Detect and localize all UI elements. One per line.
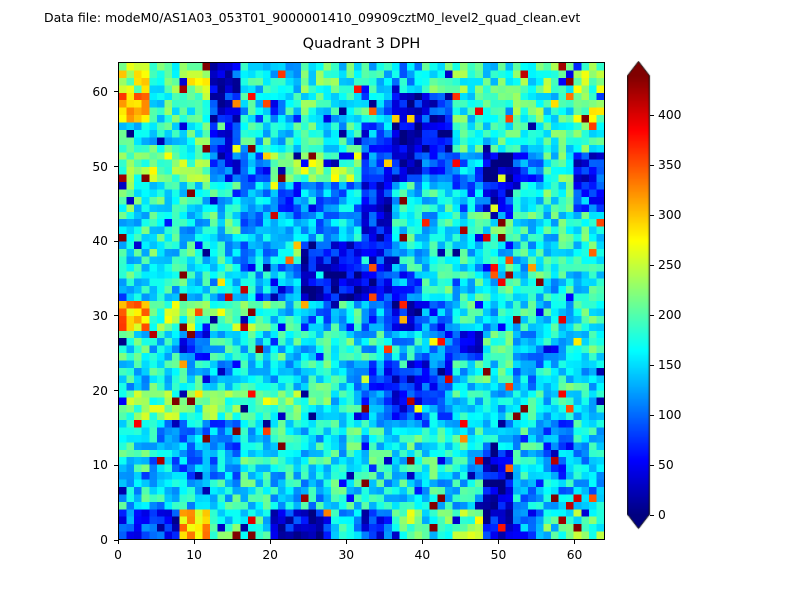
y-axis-tick bbox=[114, 539, 118, 541]
y-axis-tick bbox=[114, 464, 118, 466]
y-axis-tick-label: 50 bbox=[92, 159, 108, 174]
x-axis-tick bbox=[574, 540, 576, 544]
x-axis-tick-label: 20 bbox=[262, 548, 279, 562]
x-axis-tick bbox=[497, 540, 499, 544]
y-axis-tick bbox=[114, 166, 118, 168]
x-axis-tick bbox=[421, 540, 423, 544]
colorbar-tick bbox=[650, 364, 654, 366]
colorbar-tick-label: 350 bbox=[658, 158, 682, 172]
colorbar-tick-label: 150 bbox=[658, 358, 682, 372]
x-axis-tick-label: 40 bbox=[414, 548, 431, 562]
y-axis-tick-label: 10 bbox=[92, 458, 108, 473]
colorbar-tick-label: 250 bbox=[658, 258, 682, 272]
x-axis-tick bbox=[117, 540, 119, 544]
y-axis-tick-label: 60 bbox=[92, 84, 108, 99]
colorbar-tick-label: 50 bbox=[658, 458, 674, 472]
colorbar bbox=[627, 61, 651, 530]
colorbar-tick bbox=[650, 164, 654, 166]
x-axis-tick-label: 10 bbox=[186, 548, 202, 562]
data-file-label: Data file: modeM0/AS1A03_053T01_90000014… bbox=[44, 10, 581, 25]
y-axis-tick bbox=[114, 390, 118, 392]
x-axis-tick bbox=[269, 540, 271, 544]
plot-frame bbox=[118, 62, 605, 540]
colorbar-tick bbox=[650, 414, 654, 416]
x-axis-tick-label: 0 bbox=[114, 548, 122, 562]
chart-title: Quadrant 3 DPH bbox=[302, 36, 421, 52]
colorbar-tick bbox=[650, 464, 654, 466]
colorbar-tick bbox=[650, 214, 654, 216]
x-axis-tick-label: 60 bbox=[566, 548, 583, 562]
y-axis-tick-label: 40 bbox=[92, 234, 108, 249]
colorbar-tick bbox=[650, 114, 654, 116]
colorbar-tick-label: 100 bbox=[658, 408, 682, 422]
y-axis-tick-label: 30 bbox=[92, 308, 108, 323]
x-axis-tick bbox=[345, 540, 347, 544]
y-axis-tick bbox=[114, 240, 118, 242]
y-axis-tick-label: 20 bbox=[92, 383, 108, 398]
y-axis-tick bbox=[114, 91, 118, 93]
x-axis-tick-label: 30 bbox=[338, 548, 355, 562]
y-axis-tick-label: 0 bbox=[100, 533, 108, 547]
heatmap-image bbox=[119, 63, 604, 539]
colorbar-tick bbox=[650, 314, 654, 316]
x-axis-tick-label: 50 bbox=[490, 548, 507, 562]
colorbar-tick-label: 200 bbox=[658, 308, 682, 322]
colorbar-tick-label: 400 bbox=[658, 108, 682, 122]
x-axis-tick bbox=[193, 540, 195, 544]
colorbar-tick-label: 0 bbox=[658, 508, 666, 522]
colorbar-tick bbox=[650, 514, 654, 516]
y-axis-tick bbox=[114, 315, 118, 317]
colorbar-tick-label: 300 bbox=[658, 208, 682, 222]
colorbar-tick bbox=[650, 264, 654, 266]
